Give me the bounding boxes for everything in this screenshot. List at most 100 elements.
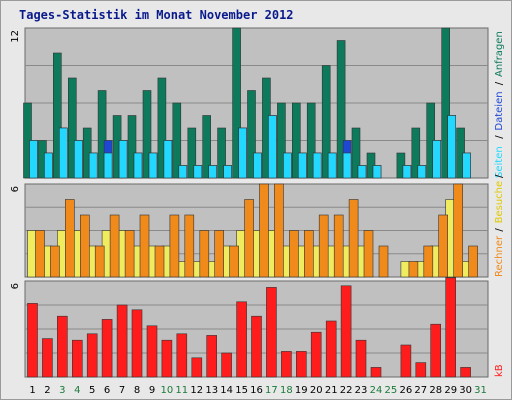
x-tick-label-8: 8 — [134, 385, 140, 396]
bar-anfragen-day-29 — [441, 27, 451, 179]
bar-rechner-day-3 — [65, 199, 75, 278]
bar-kb-day-8 — [131, 309, 143, 378]
bar-anfragen-day-12 — [187, 127, 197, 179]
bar-seiten-day-8 — [133, 152, 143, 179]
bar-kb-day-5 — [86, 333, 98, 378]
x-tick-label-17: 17 — [265, 385, 278, 396]
x-tick-label-5: 5 — [89, 385, 95, 396]
bar-seiten-day-15 — [238, 127, 247, 179]
bar-kb-day-21 — [325, 320, 337, 378]
bar-kb-day-4 — [72, 339, 83, 378]
legend-top-0: Seiten — [494, 146, 505, 178]
bar-seiten-day-28 — [432, 140, 442, 179]
bar-besuche-day-1 — [27, 230, 37, 278]
legend-top-3: / — [494, 81, 505, 85]
x-tick-label-26: 26 — [400, 385, 413, 396]
bar-seiten-day-18 — [283, 152, 292, 179]
bar-kb-day-9 — [146, 325, 158, 378]
x-tick-label-28: 28 — [429, 385, 442, 396]
bar-kb-day-11 — [176, 333, 188, 378]
bar-seiten-day-19 — [297, 152, 307, 179]
bar-rechner-day-29 — [453, 183, 464, 278]
bar-rechner-day-24 — [378, 245, 389, 278]
x-tick-label-21: 21 — [325, 385, 338, 396]
bar-rechner-day-10 — [169, 214, 180, 278]
bar-anfragen-day-21 — [321, 65, 331, 179]
bar-kb-day-19 — [295, 351, 307, 378]
bar-anfragen-day-19 — [291, 102, 301, 179]
bar-rechner-day-13 — [214, 230, 224, 278]
bar-rechner-day-18 — [289, 230, 299, 278]
x-tick-label-23: 23 — [355, 385, 368, 396]
bar-rechner-day-28 — [438, 214, 449, 278]
x-tick-label-9: 9 — [149, 385, 155, 396]
bar-kb-day-22 — [340, 285, 352, 378]
bar-kb-day-14 — [221, 352, 232, 378]
bar-rechner-day-21 — [333, 214, 344, 278]
bar-anfragen-day-18 — [277, 102, 286, 179]
bar-rechner-day-2 — [50, 245, 60, 278]
bar-seiten-day-30 — [462, 152, 471, 179]
bar-seiten-day-5 — [88, 152, 98, 179]
y-max-label-bottom: 6 — [10, 283, 21, 289]
x-tick-label-18: 18 — [280, 385, 293, 396]
bar-anfragen-day-14 — [217, 127, 226, 179]
bar-seiten-day-17 — [268, 115, 277, 179]
x-tick-label-31: 31 — [474, 385, 487, 396]
bar-seiten-day-3 — [58, 127, 68, 179]
bar-rechner-day-9 — [154, 245, 165, 278]
bar-seiten-day-12 — [193, 165, 203, 179]
bar-anfragen-day-13 — [202, 115, 211, 179]
bar-kb-day-3 — [56, 315, 68, 378]
y-max-label-top: 12 — [10, 30, 21, 43]
bar-rechner-day-30 — [468, 245, 478, 278]
bar-anfragen-day-8 — [127, 115, 137, 179]
bar-kb-day-24 — [370, 367, 382, 378]
x-tick-label-20: 20 — [310, 385, 323, 396]
bar-seiten-day-20 — [312, 152, 322, 179]
x-tick-label-14: 14 — [220, 385, 233, 396]
bar-seiten-day-29 — [447, 115, 457, 179]
x-tick-label-3: 3 — [59, 385, 65, 396]
bar-seiten-day-6 — [103, 152, 113, 179]
x-tick-label-30: 30 — [459, 385, 472, 396]
bar-kb-day-13 — [206, 335, 217, 378]
bar-seiten-day-26 — [402, 165, 412, 179]
bar-anfragen-day-3 — [52, 52, 62, 179]
y-max-label-middle: 6 — [10, 186, 21, 192]
bar-anfragen-day-27 — [411, 127, 421, 179]
bar-seiten-day-13 — [208, 165, 217, 179]
x-tick-label-22: 22 — [340, 385, 353, 396]
bar-rechner-day-27 — [423, 245, 434, 278]
bar-seiten-day-9 — [148, 152, 158, 179]
bar-seiten-day-23 — [357, 165, 367, 179]
bar-kb-day-28 — [430, 323, 442, 378]
bar-seiten-day-7 — [118, 140, 128, 179]
bar-anfragen-day-9 — [142, 90, 152, 179]
bar-seiten-day-11 — [178, 165, 188, 179]
legend-middle-2: Besuche — [494, 181, 505, 224]
x-tick-label-16: 16 — [250, 385, 263, 396]
bar-kb-day-17 — [266, 287, 277, 378]
bar-rechner-day-6 — [109, 214, 120, 278]
bar-kb-day-16 — [251, 315, 262, 378]
x-tick-label-7: 7 — [119, 385, 125, 396]
page-title: Tages-Statistik im Monat November 2012 — [19, 8, 294, 22]
bar-anfragen-day-4 — [68, 77, 77, 179]
x-tick-label-10: 10 — [161, 385, 174, 396]
x-tick-label-25: 25 — [385, 385, 398, 396]
legend-middle-3: / — [494, 174, 505, 178]
bar-kb-day-20 — [310, 331, 322, 378]
bar-seiten-day-10 — [163, 140, 173, 179]
bar-rechner-day-8 — [139, 214, 150, 278]
x-tick-label-24: 24 — [370, 385, 383, 396]
bar-seiten-day-1 — [29, 140, 38, 179]
legend-top-1: / — [494, 135, 505, 139]
bar-rechner-day-19 — [303, 230, 314, 278]
bar-anfragen-day-6 — [97, 90, 107, 179]
bar-rechner-day-1 — [35, 230, 45, 278]
bar-rechner-day-22 — [348, 199, 359, 278]
x-tick-label-15: 15 — [235, 385, 248, 396]
bar-rechner-day-4 — [80, 214, 90, 278]
